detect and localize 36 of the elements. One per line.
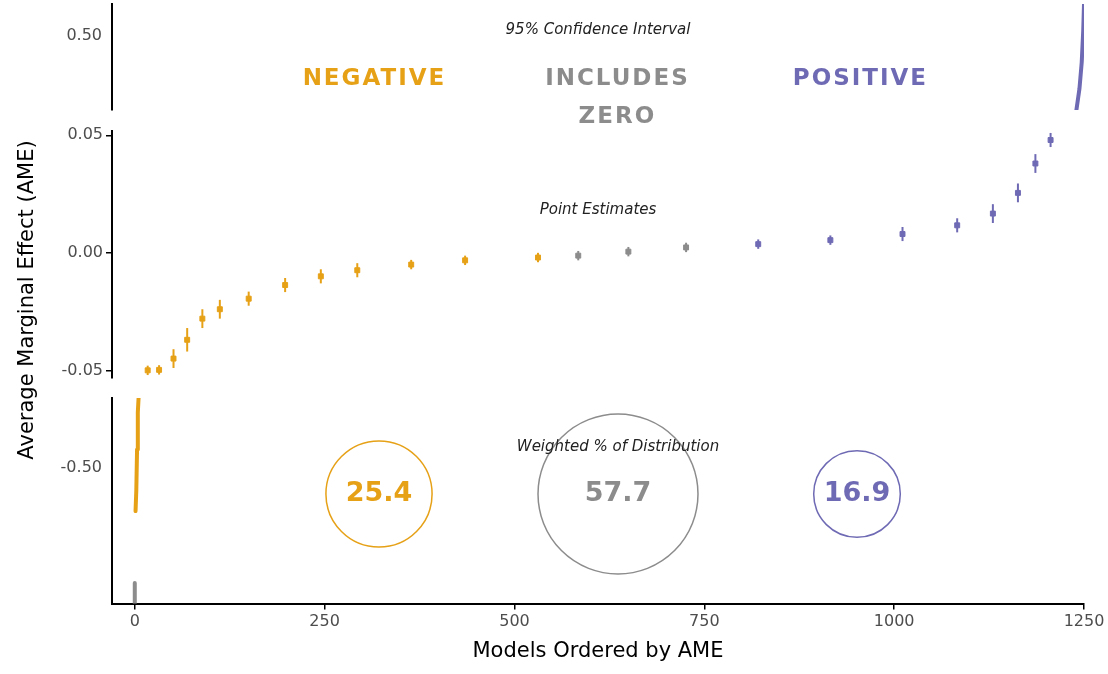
point: [170, 355, 177, 362]
text: INCLUDES ZERO: [544, 63, 691, 130]
text: 0.50: [66, 25, 102, 45]
x-tick-label: 1000: [873, 611, 915, 631]
point: [199, 315, 206, 322]
y-tick-label: 0.00: [67, 241, 103, 261]
point: [989, 210, 996, 217]
point: [1014, 189, 1021, 196]
text: Weighted % of Distribution: [516, 437, 720, 456]
point: [245, 295, 252, 302]
text: POSITIVE: [792, 63, 929, 92]
x-tick-label: 0: [129, 611, 140, 631]
data-label: 16.9: [823, 476, 891, 508]
y-tick-label: -0.05: [61, 359, 103, 379]
point: [184, 336, 191, 343]
point: [282, 282, 289, 288]
point: [1032, 160, 1039, 167]
x-tick-label: 750: [689, 611, 720, 631]
annotation: Point Estimates: [539, 200, 657, 219]
text: 95% Confidence Interval: [505, 19, 692, 38]
point: [317, 273, 324, 280]
y-tick-label: 0.05: [67, 124, 103, 144]
point: [216, 306, 223, 313]
x-tick-label: 1250: [1063, 611, 1105, 631]
point: [1047, 137, 1054, 143]
x-tick-label: 500: [499, 611, 530, 631]
text: -0.50: [60, 457, 102, 477]
x-axis-title: Models Ordered by AME: [472, 637, 724, 662]
point: [954, 222, 961, 229]
y-axis-title: Average Marginal Effect (AME): [14, 140, 38, 460]
data-label: 57.7: [584, 476, 652, 508]
point: [354, 267, 361, 274]
point: [899, 231, 906, 237]
data-label: 25.4: [345, 476, 413, 508]
x-tick-label: 250: [309, 611, 340, 631]
text: NEGATIVE: [302, 63, 447, 92]
